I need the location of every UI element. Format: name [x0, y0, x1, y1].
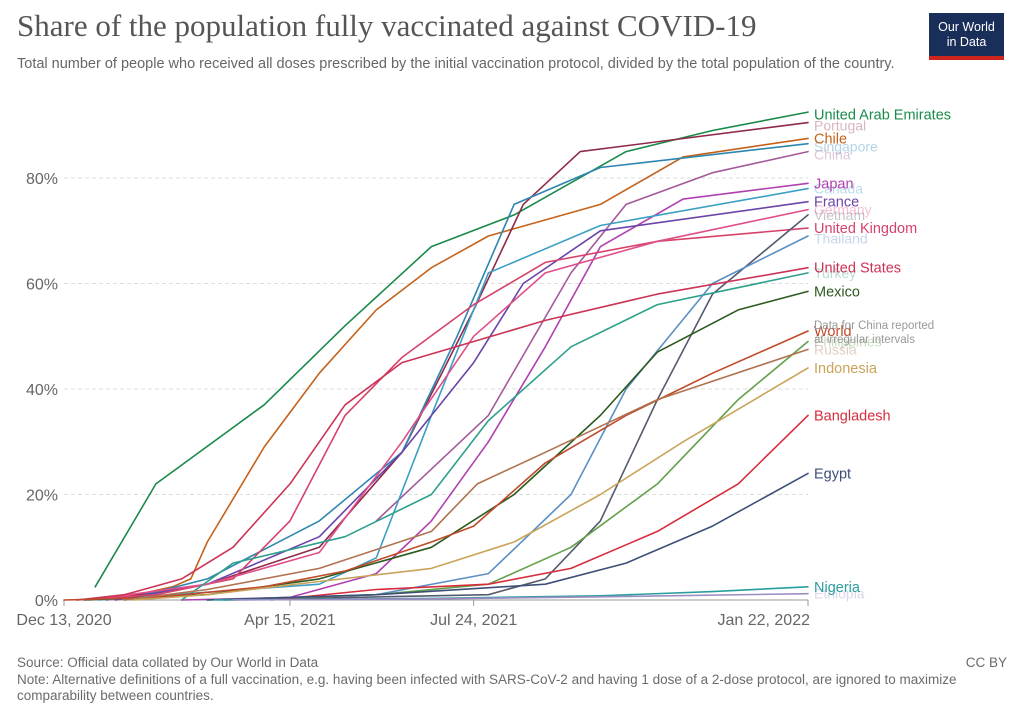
series-label-faded: Russia [814, 341, 857, 357]
series-label: United States [814, 261, 901, 277]
line-chart: 0% 20% 40% 60% 80% Dec 13, 2020 Apr 15, 2021 Ju… [16, 108, 951, 629]
y-tick-label: 20% [26, 488, 58, 505]
china-annotation-line-1: Data for China reported [814, 320, 934, 332]
y-tick-label: 40% [26, 382, 58, 399]
methodology-note: Note: Alternative definitions of a full … [17, 672, 957, 703]
logo-line-1: Our World [938, 20, 995, 34]
series-label-faded: Portugal [814, 117, 866, 133]
series-line [180, 272, 809, 601]
y-tick-label: 60% [26, 277, 58, 294]
series-line [223, 214, 809, 601]
license-label[interactable]: CC BY [965, 655, 1007, 670]
chart-subtitle: Total number of people who received all … [17, 56, 895, 72]
series-line [105, 121, 809, 601]
y-tick-label: 80% [26, 171, 58, 188]
series-line [206, 472, 809, 601]
series-line [270, 414, 809, 601]
series-line [63, 330, 809, 601]
series-line [232, 340, 809, 601]
series-label: Nigeria [814, 580, 861, 596]
series-line [114, 200, 809, 601]
series-line [123, 348, 809, 601]
series-label: Chile [814, 131, 847, 147]
series-label: Indonesia [814, 361, 878, 377]
series-label-faded: Thailand [814, 231, 868, 247]
x-tick-label: Jan 22, 2022 [717, 612, 810, 629]
series-line [76, 266, 809, 601]
series-label-faded: Singapore [814, 138, 878, 154]
series-line [180, 182, 809, 601]
series-label-faded: Turkey [814, 265, 856, 281]
series-label: Japan [814, 176, 854, 192]
series-label: World [814, 324, 852, 340]
series-line [123, 142, 809, 601]
china-annotation-line-2: at irregular intervals [814, 334, 915, 346]
series-line [375, 150, 809, 522]
series-line [83, 290, 809, 601]
series-label-faded: Vietnam [814, 207, 865, 223]
series-label-faded: Canada [814, 181, 863, 197]
y-tick-label: 0% [35, 593, 58, 610]
series-label: Egypt [814, 466, 851, 482]
series-line [232, 592, 809, 601]
series-line [88, 208, 809, 601]
logo-line-2: in Data [946, 35, 987, 49]
series-label: United Arab Emirates [814, 108, 951, 124]
series-label: Mexico [814, 284, 860, 300]
series-label: United Kingdom [814, 221, 917, 237]
series-label-faded: China [814, 146, 851, 162]
series-line [98, 187, 809, 601]
series-label: France [814, 195, 859, 211]
series-line [94, 111, 809, 588]
our-world-in-data-logo[interactable]: Our World in Data [929, 13, 1004, 60]
source-note: Source: Official data collated by Our Wo… [17, 655, 319, 670]
series-line [133, 367, 809, 601]
x-tick-label: Apr 15, 2021 [244, 612, 336, 629]
series-line [76, 227, 809, 601]
series-label-faded: Philippines [814, 334, 882, 350]
x-tick-label: Jul 24, 2021 [430, 612, 517, 629]
series-label-faded: Germany [814, 202, 872, 218]
series-line [123, 137, 809, 599]
series-label: Bangladesh [814, 408, 891, 424]
x-tick-label: Dec 13, 2020 [16, 612, 111, 629]
series-label-faded: Ethiopia [814, 586, 865, 602]
chart-title: Share of the population fully vaccinated… [17, 8, 757, 43]
